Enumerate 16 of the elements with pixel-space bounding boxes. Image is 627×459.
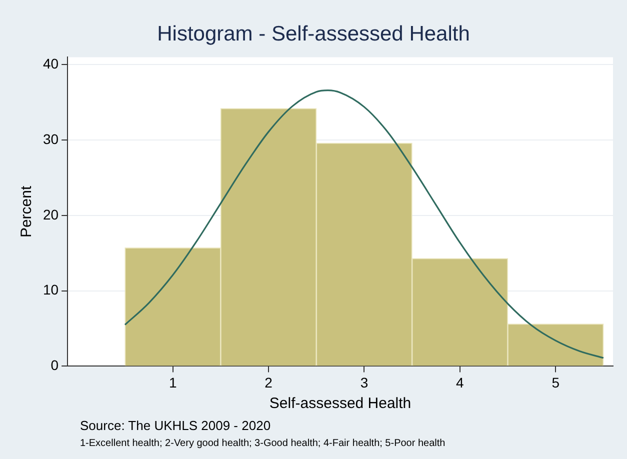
chart-title: Histogram - Self-assessed Health xyxy=(157,22,470,46)
y-tick-label: 20 xyxy=(42,206,59,222)
x-tick-label: 3 xyxy=(360,374,368,390)
text: 1-Excellent health; 2-Very good health; 3-Good health; 4-Fair health; 5-Poor health xyxy=(80,438,446,449)
y-tick-label: 10 xyxy=(42,282,59,298)
y-tick-label: 40 xyxy=(42,56,59,72)
x-tick-label: 5 xyxy=(552,374,560,390)
y-tick-label: 30 xyxy=(42,130,59,147)
line-series xyxy=(124,90,604,359)
y-tick-label: 0 xyxy=(50,357,59,374)
x-tick-label: 1 xyxy=(168,374,177,390)
x-axis-title: Self-assessed Health xyxy=(269,395,412,412)
y-axis-title: Percent xyxy=(18,185,36,238)
x-tick-label: 2 xyxy=(264,374,273,390)
x-tick-label: 4 xyxy=(456,374,464,390)
source-note: Source: The UKHLS 2009 - 2020 xyxy=(80,418,272,433)
